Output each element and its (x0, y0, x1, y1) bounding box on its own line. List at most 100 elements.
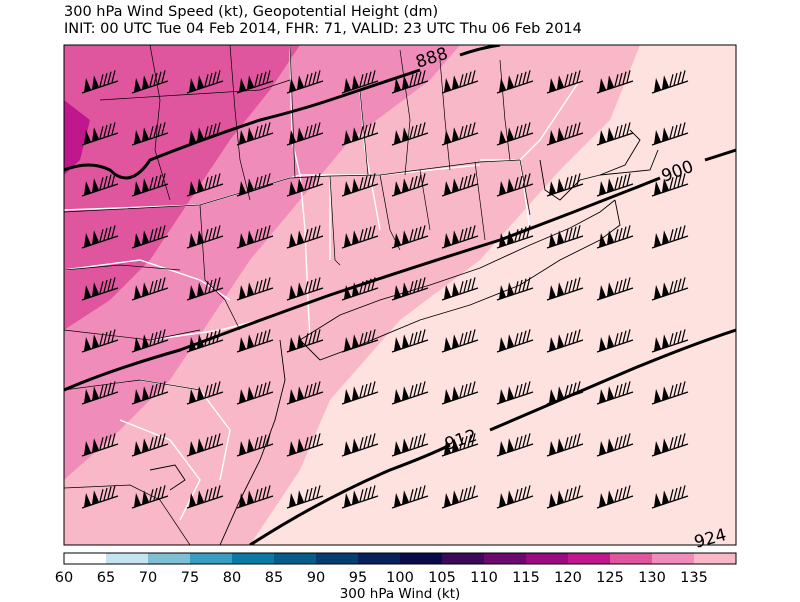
wind-barb-icon (391, 122, 429, 146)
wind-barb-icon (596, 173, 634, 197)
wind-barb-icon (131, 225, 169, 249)
wind-barb-icon (496, 329, 534, 353)
wind-barb-icon (651, 173, 689, 197)
wind-barb-icon (496, 122, 534, 146)
wind-barb-icon (236, 485, 274, 509)
wind-barb-icon (286, 485, 324, 509)
wind-barb-icon (391, 173, 429, 197)
wind-barb-icon (441, 381, 479, 405)
wind-barb-icon (286, 381, 324, 405)
colorbar-cell (610, 553, 652, 564)
wind-barb-icon (81, 70, 119, 94)
wind-barb-icon (186, 173, 224, 197)
wind-barb-icon (81, 329, 119, 353)
wind-barb-icon (546, 381, 584, 405)
wind-fill-115b (64, 45, 210, 160)
wind-barb-icon (286, 122, 324, 146)
wind-barb-icon (186, 329, 224, 353)
colorbar-tick-label: 125 (596, 570, 624, 586)
wind-barb-icon (131, 433, 169, 457)
wind-barb-icon (81, 485, 119, 509)
wind-barb-icon (441, 173, 479, 197)
wind-barb-icon (596, 122, 634, 146)
wind-barb-icon (236, 329, 274, 353)
wind-barb-icon (341, 433, 379, 457)
wind-barb-icon (341, 173, 379, 197)
colorbar-tick-label: 120 (554, 570, 582, 586)
colorbar-cell (106, 553, 148, 564)
map-frame (63, 44, 737, 546)
wind-barb-icon (596, 433, 634, 457)
wind-barb-icon (596, 381, 634, 405)
wind-barb-icon (341, 225, 379, 249)
wind-barb-icon (546, 173, 584, 197)
wind-barb-icon (186, 485, 224, 509)
wind-barb-icon (496, 381, 534, 405)
wind-barb-icon (546, 70, 584, 94)
wind-barb-icon (441, 329, 479, 353)
colorbar-cell (190, 553, 232, 564)
wind-barb-icon (341, 329, 379, 353)
wind-barb-icon (186, 70, 224, 94)
colorbar-cell (64, 553, 106, 564)
wind-barb-icon (131, 381, 169, 405)
wind-barb-icon (496, 173, 534, 197)
wind-barb-icon (131, 485, 169, 509)
wind-barb-icon (131, 122, 169, 146)
colorbar-cell (358, 553, 400, 564)
colorbar-tick-label: 85 (265, 570, 283, 586)
wind-barb-icon (391, 277, 429, 301)
wind-barb-icon (236, 277, 274, 301)
wind-barb-icon (546, 225, 584, 249)
wind-barb-icon (131, 277, 169, 301)
wind-barb-icon (391, 70, 429, 94)
wind-fill-110 (64, 100, 90, 175)
wind-barb-icon (651, 381, 689, 405)
wind-barb-icon (186, 122, 224, 146)
coastline (149, 129, 659, 545)
wind-barb-icon (391, 485, 429, 509)
colorbar-tick-label: 60 (55, 570, 73, 586)
wind-barb-icon (81, 225, 119, 249)
wind-barb-icon (286, 173, 324, 197)
wind-barb-icon (236, 381, 274, 405)
colorbar-cell (316, 553, 358, 564)
wind-barb-icon (496, 433, 534, 457)
wind-barb-icon (596, 277, 634, 301)
colorbar-cell (568, 553, 610, 564)
wind-barb-icon (651, 70, 689, 94)
wind-barb-icon (286, 329, 324, 353)
wind-barb-icon (236, 433, 274, 457)
wind-barb-icon (546, 485, 584, 509)
wind-barb-icon (341, 122, 379, 146)
wind-barb-icon (391, 433, 429, 457)
colorbar-cell (526, 553, 568, 564)
wind-barb-icon (186, 225, 224, 249)
wind-barb-icon (81, 277, 119, 301)
wind-fill-115c (200, 55, 260, 110)
wind-barb-icon (496, 485, 534, 509)
colorbar-cell (400, 553, 442, 564)
wind-barb-icon (441, 277, 479, 301)
wind-barb-icon (286, 277, 324, 301)
wind-barb-icon (236, 122, 274, 146)
wind-barb-icon (391, 381, 429, 405)
wind-barb-icon (651, 329, 689, 353)
wind-barb-icon (286, 433, 324, 457)
colorbar-tick-label: 65 (97, 570, 115, 586)
colorbar-tick-label: 95 (349, 570, 367, 586)
wind-barb-icon (186, 277, 224, 301)
wind-barb-icon (546, 122, 584, 146)
wind-barb-icon (596, 329, 634, 353)
wind-barb-icon (286, 225, 324, 249)
colorbar-cell (232, 553, 274, 564)
wind-barb-icon (131, 173, 169, 197)
wind-barb-icon (131, 70, 169, 94)
wind-barb-icon (441, 70, 479, 94)
wind-barb-icon (546, 329, 584, 353)
colorbar-frame (63, 552, 737, 565)
wind-barb-icon (341, 381, 379, 405)
wind-barb-icon (81, 122, 119, 146)
wind-barb-icon (81, 173, 119, 197)
wind-barb-icon (651, 225, 689, 249)
